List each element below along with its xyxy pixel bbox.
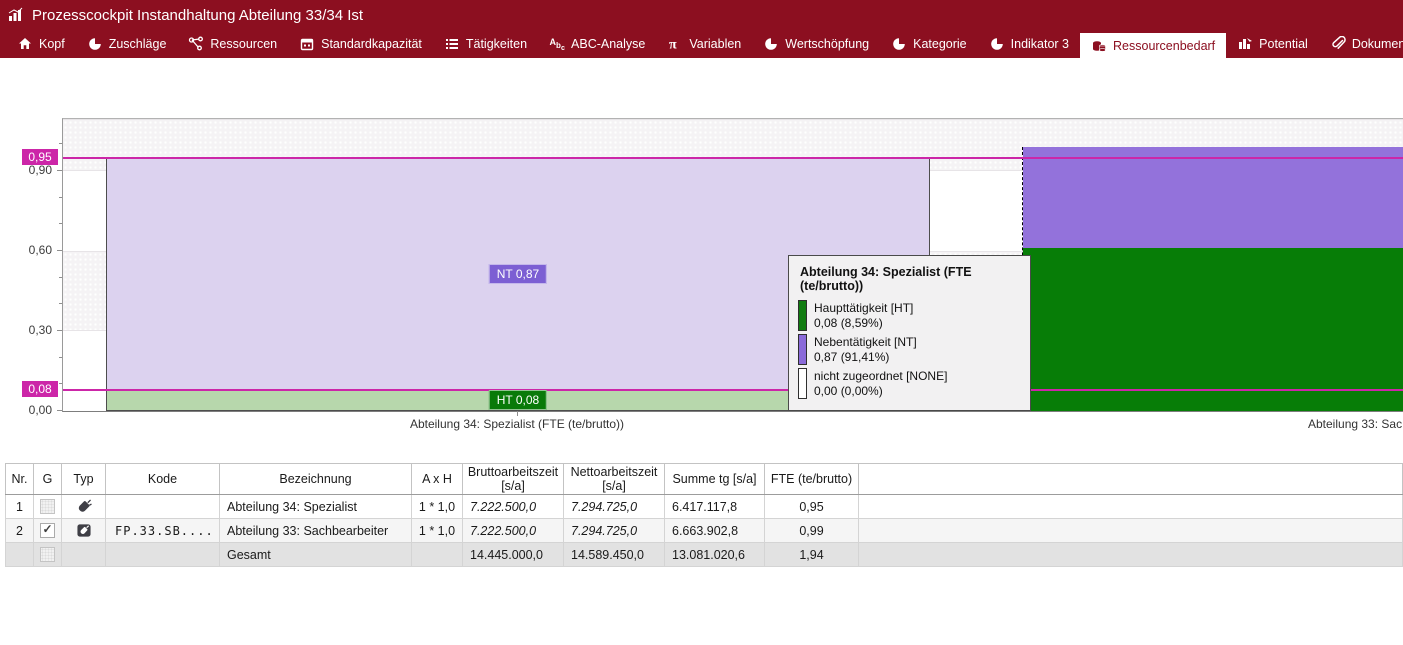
cell-nr: 1 xyxy=(6,495,34,519)
cell-summe: 6.663.902,8 xyxy=(665,519,765,543)
bar-abteilung-33-sachbearbeiter[interactable] xyxy=(1022,147,1403,411)
x-axis-label: Abteilung 34: Spezialist (FTE (te/brutto… xyxy=(410,417,624,431)
y-axis-tick xyxy=(59,357,62,358)
bar-value-label: NT 0,87 xyxy=(489,264,547,284)
cell-g xyxy=(34,495,62,519)
cell-kode xyxy=(106,543,220,567)
row-checkbox xyxy=(40,499,55,514)
tooltip-legend-row: Nebentätigkeit [NT] 0,87 (91,41%) xyxy=(798,334,1021,365)
y-axis-tick xyxy=(59,143,62,144)
cell-kode xyxy=(106,495,220,519)
table-row[interactable]: 1 Abteilung 34: Spezialist 1 * 1,0 7.222… xyxy=(6,495,1403,519)
cell-nr: 2 xyxy=(6,519,34,543)
x-axis-tick xyxy=(517,411,518,416)
legend-label: Nebentätigkeit [NT] xyxy=(814,335,917,350)
table-row[interactable]: 2 FP.33.SB.... Abteilung 33: Sachbearbei… xyxy=(6,519,1403,543)
cell-typ xyxy=(62,495,106,519)
y-axis-tick xyxy=(57,330,62,331)
cell-g xyxy=(34,543,62,567)
col-header-netto: Nettoarbeitszeit [s/a] xyxy=(564,464,665,495)
y-axis-label: 0,90 xyxy=(0,163,52,177)
col-header-bezeichnung: Bezeichnung xyxy=(220,464,412,495)
y-axis-tick xyxy=(59,223,62,224)
row-checkbox xyxy=(40,547,55,562)
chart-plot-area: NT 0,87 HT 0,08 xyxy=(62,118,1403,412)
col-header-nr: Nr. xyxy=(6,464,34,495)
cell-bezeichnung: Abteilung 34: Spezialist xyxy=(220,495,412,519)
cell-g xyxy=(34,519,62,543)
bar-segment-nebent-tigkeit-nt- xyxy=(1023,147,1403,248)
cell-summe: 6.417.117,8 xyxy=(665,495,765,519)
y-axis-label: 0,60 xyxy=(0,243,52,257)
table-header-row: Nr. G Typ Kode Bezeichnung A x H Bruttoa… xyxy=(6,464,1403,495)
axis-ref-badge: 0,95 xyxy=(22,149,58,165)
y-axis-tick xyxy=(57,250,62,251)
cell-netto: 7.294.725,0 xyxy=(564,495,665,519)
table-total-row: Gesamt 14.445.000,0 14.589.450,0 13.081.… xyxy=(6,543,1403,567)
cell-empty xyxy=(859,495,1403,519)
cell-brutto: 7.222.500,0 xyxy=(463,519,564,543)
resources-table: Nr. G Typ Kode Bezeichnung A x H Bruttoa… xyxy=(5,463,1403,567)
y-axis-tick xyxy=(59,303,62,304)
cell-brutto: 7.222.500,0 xyxy=(463,495,564,519)
legend-value: 0,87 (91,41%) xyxy=(814,350,917,365)
cell-empty xyxy=(859,543,1403,567)
cell-typ xyxy=(62,543,106,567)
cell-axh: 1 * 1,0 xyxy=(412,519,463,543)
cell-summe: 13.081.020,6 xyxy=(665,543,765,567)
y-axis-tick xyxy=(57,410,62,411)
cell-axh: 1 * 1,0 xyxy=(412,495,463,519)
tooltip-title: Abteilung 34: Spezialist (FTE (te/brutto… xyxy=(800,265,1021,293)
resource-demand-chart: NT 0,87 HT 0,08 Abteilung 34: Spezialist … xyxy=(0,0,1403,460)
cell-fte: 1,94 xyxy=(765,543,859,567)
legend-label: nicht zugeordnet [NONE] xyxy=(814,369,947,384)
bar-segment-hauptt-tigkeit-ht- xyxy=(1023,248,1403,411)
col-header-empty xyxy=(859,464,1403,495)
bar-value-label: HT 0,08 xyxy=(489,390,547,410)
legend-value: 0,08 (8,59%) xyxy=(814,316,913,331)
reference-line xyxy=(63,157,1403,159)
col-header-summe: Summe tg [s/a] xyxy=(665,464,765,495)
y-axis-tick xyxy=(59,383,62,384)
cell-kode: FP.33.SB.... xyxy=(106,519,220,543)
y-axis-tick xyxy=(57,170,62,171)
y-axis-label: 0,00 xyxy=(0,403,52,417)
y-axis-tick xyxy=(59,197,62,198)
col-header-kode: Kode xyxy=(106,464,220,495)
chart-tooltip: Abteilung 34: Spezialist (FTE (te/brutto… xyxy=(788,255,1031,411)
row-checkbox[interactable] xyxy=(40,523,55,538)
cell-netto: 7.294.725,0 xyxy=(564,519,665,543)
cell-bezeichnung: Abteilung 33: Sachbearbeiter xyxy=(220,519,412,543)
resource-type-plug-icon xyxy=(76,499,92,514)
cell-bezeichnung: Gesamt xyxy=(220,543,412,567)
resource-type-boxed-plug-icon xyxy=(76,523,92,538)
col-header-typ: Typ xyxy=(62,464,106,495)
col-header-axh: A x H xyxy=(412,464,463,495)
cell-typ xyxy=(62,519,106,543)
tooltip-legend-row: Haupttätigkeit [HT] 0,08 (8,59%) xyxy=(798,300,1021,331)
cell-nr xyxy=(6,543,34,567)
cell-axh xyxy=(412,543,463,567)
y-axis-label: 0,30 xyxy=(0,323,52,337)
y-axis-tick xyxy=(59,277,62,278)
cell-empty xyxy=(859,519,1403,543)
legend-swatch-none xyxy=(798,368,807,399)
col-header-g: G xyxy=(34,464,62,495)
cell-netto: 14.589.450,0 xyxy=(564,543,665,567)
tooltip-legend-row: nicht zugeordnet [NONE] 0,00 (0,00%) xyxy=(798,368,1021,399)
legend-value: 0,00 (0,00%) xyxy=(814,384,947,399)
x-axis-label: Abteilung 33: Sac xyxy=(1308,417,1402,431)
app-window: Prozesscockpit Instandhaltung Abteilung … xyxy=(0,0,1403,645)
col-header-brutto: Bruttoarbeitszeit [s/a] xyxy=(463,464,564,495)
cell-fte: 0,95 xyxy=(765,495,859,519)
legend-swatch-ht xyxy=(798,300,807,331)
axis-ref-badge: 0,08 xyxy=(22,381,58,397)
legend-label: Haupttätigkeit [HT] xyxy=(814,301,913,316)
col-header-fte: FTE (te/brutto) xyxy=(765,464,859,495)
cell-brutto: 14.445.000,0 xyxy=(463,543,564,567)
legend-swatch-nt xyxy=(798,334,807,365)
cell-fte: 0,99 xyxy=(765,519,859,543)
reference-line xyxy=(63,389,1403,391)
